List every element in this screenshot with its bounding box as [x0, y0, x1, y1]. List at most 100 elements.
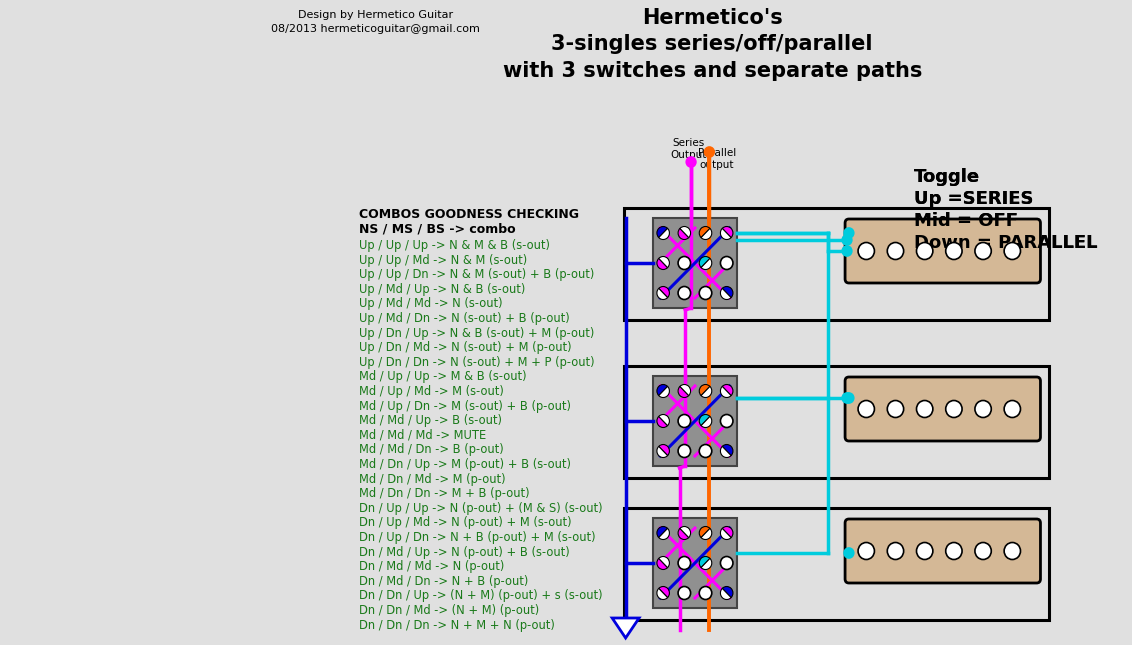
- Wedge shape: [700, 226, 710, 237]
- Text: Up / Up / Dn -> N & M (s-out) + B (p-out): Up / Up / Dn -> N & M (s-out) + B (p-out…: [359, 268, 594, 281]
- Text: Down = PARALLEL: Down = PARALLEL: [915, 234, 1098, 252]
- Wedge shape: [657, 526, 668, 537]
- Circle shape: [704, 147, 714, 157]
- Text: Mid = OFF: Mid = OFF: [915, 212, 1019, 230]
- Circle shape: [975, 542, 992, 559]
- Circle shape: [945, 243, 962, 259]
- Wedge shape: [657, 417, 668, 428]
- Circle shape: [700, 444, 712, 457]
- Wedge shape: [722, 384, 732, 395]
- Circle shape: [887, 401, 903, 417]
- Wedge shape: [701, 386, 712, 397]
- Circle shape: [1004, 401, 1020, 417]
- Wedge shape: [720, 386, 731, 397]
- Text: Dn / Md / Md -> N (p-out): Dn / Md / Md -> N (p-out): [359, 561, 505, 573]
- Wedge shape: [680, 226, 691, 237]
- Circle shape: [887, 243, 903, 259]
- Bar: [624, 208, 1049, 320]
- Circle shape: [678, 415, 691, 428]
- Circle shape: [858, 542, 874, 559]
- Circle shape: [945, 401, 962, 417]
- Text: Md / Md / Dn -> B (p-out): Md / Md / Dn -> B (p-out): [359, 443, 504, 457]
- Circle shape: [858, 243, 874, 259]
- Text: Dn / Up / Md -> N (p-out) + M (s-out): Dn / Up / Md -> N (p-out) + M (s-out): [359, 517, 572, 530]
- Wedge shape: [700, 526, 710, 537]
- Wedge shape: [657, 384, 668, 395]
- FancyBboxPatch shape: [846, 377, 1040, 441]
- Wedge shape: [680, 384, 691, 395]
- Wedge shape: [659, 444, 669, 455]
- Text: Dn / Dn / Dn -> N + M + N (p-out): Dn / Dn / Dn -> N + M + N (p-out): [359, 619, 555, 631]
- Text: Parallel
output: Parallel output: [698, 148, 736, 170]
- Circle shape: [720, 415, 732, 428]
- Wedge shape: [722, 226, 732, 237]
- Circle shape: [917, 542, 933, 559]
- Text: Series
Output: Series Output: [670, 138, 706, 159]
- Text: Md / Dn / Md -> M (p-out): Md / Dn / Md -> M (p-out): [359, 473, 506, 486]
- Circle shape: [917, 243, 933, 259]
- Wedge shape: [659, 557, 669, 568]
- Wedge shape: [659, 286, 669, 297]
- Circle shape: [887, 542, 903, 559]
- FancyBboxPatch shape: [846, 519, 1040, 583]
- Text: Up / Dn / Dn -> N (s-out) + M + P (p-out): Up / Dn / Dn -> N (s-out) + M + P (p-out…: [359, 356, 594, 369]
- Text: Md / Dn / Dn -> M + B (p-out): Md / Dn / Dn -> M + B (p-out): [359, 487, 530, 501]
- Circle shape: [844, 548, 854, 558]
- Circle shape: [1004, 542, 1020, 559]
- Circle shape: [678, 586, 691, 599]
- Text: Down = PARALLEL: Down = PARALLEL: [915, 234, 1098, 252]
- Text: Up / Up / Md -> N & M (s-out): Up / Up / Md -> N & M (s-out): [359, 253, 528, 266]
- Bar: [652, 376, 737, 466]
- Text: Up / Up / Up -> N & M & B (s-out): Up / Up / Up -> N & M & B (s-out): [359, 239, 550, 252]
- Text: Up =SERIES: Up =SERIES: [915, 190, 1034, 208]
- Circle shape: [975, 401, 992, 417]
- Text: Dn / Dn / Md -> (N + M) (p-out): Dn / Dn / Md -> (N + M) (p-out): [359, 604, 539, 617]
- Text: Up / Md / Dn -> N (s-out) + B (p-out): Up / Md / Dn -> N (s-out) + B (p-out): [359, 312, 569, 325]
- Wedge shape: [657, 288, 668, 299]
- Wedge shape: [720, 528, 731, 539]
- Circle shape: [678, 286, 691, 299]
- Wedge shape: [720, 288, 731, 299]
- Wedge shape: [722, 286, 732, 297]
- Wedge shape: [722, 586, 732, 598]
- Text: Md / Dn / Up -> M (p-out) + B (s-out): Md / Dn / Up -> M (p-out) + B (s-out): [359, 458, 571, 471]
- Text: COMBOS GOODNESS CHECKING: COMBOS GOODNESS CHECKING: [359, 208, 578, 221]
- Text: Up / Md / Up -> N & B (s-out): Up / Md / Up -> N & B (s-out): [359, 283, 525, 296]
- Circle shape: [917, 401, 933, 417]
- Circle shape: [678, 257, 691, 270]
- Wedge shape: [659, 386, 669, 397]
- Text: Dn / Md / Dn -> N + B (p-out): Dn / Md / Dn -> N + B (p-out): [359, 575, 529, 588]
- Circle shape: [844, 228, 854, 238]
- Wedge shape: [722, 526, 732, 537]
- Text: Md / Up / Up -> M & B (s-out): Md / Up / Up -> M & B (s-out): [359, 370, 526, 383]
- Circle shape: [720, 557, 732, 570]
- Text: Md / Md / Up -> B (s-out): Md / Md / Up -> B (s-out): [359, 414, 501, 427]
- Wedge shape: [700, 257, 710, 268]
- Text: Md / Up / Md -> M (s-out): Md / Up / Md -> M (s-out): [359, 385, 504, 398]
- Circle shape: [686, 157, 696, 167]
- Wedge shape: [720, 588, 731, 599]
- Bar: [652, 518, 737, 608]
- Wedge shape: [657, 446, 668, 457]
- Wedge shape: [678, 386, 688, 397]
- Text: Mid = OFF: Mid = OFF: [915, 212, 1019, 230]
- Wedge shape: [700, 557, 710, 568]
- Text: Hermetico's
3-singles series/off/parallel
with 3 switches and separate paths: Hermetico's 3-singles series/off/paralle…: [503, 8, 921, 81]
- Text: Dn / Md / Up -> N (p-out) + B (s-out): Dn / Md / Up -> N (p-out) + B (s-out): [359, 546, 569, 559]
- Circle shape: [858, 401, 874, 417]
- Wedge shape: [659, 528, 669, 539]
- Text: Up =SERIES: Up =SERIES: [915, 190, 1034, 208]
- Circle shape: [844, 393, 854, 403]
- Wedge shape: [680, 526, 691, 537]
- Text: Up / Dn / Md -> N (s-out) + M (p-out): Up / Dn / Md -> N (s-out) + M (p-out): [359, 341, 572, 354]
- Circle shape: [720, 257, 732, 270]
- Text: Up / Md / Md -> N (s-out): Up / Md / Md -> N (s-out): [359, 297, 503, 310]
- Text: Dn / Up / Up -> N (p-out) + (M & S) (s-out): Dn / Up / Up -> N (p-out) + (M & S) (s-o…: [359, 502, 602, 515]
- Wedge shape: [657, 226, 668, 237]
- Circle shape: [678, 557, 691, 570]
- Circle shape: [945, 542, 962, 559]
- Text: Toggle: Toggle: [915, 168, 980, 186]
- Wedge shape: [722, 444, 732, 455]
- Wedge shape: [657, 259, 668, 270]
- Circle shape: [678, 444, 691, 457]
